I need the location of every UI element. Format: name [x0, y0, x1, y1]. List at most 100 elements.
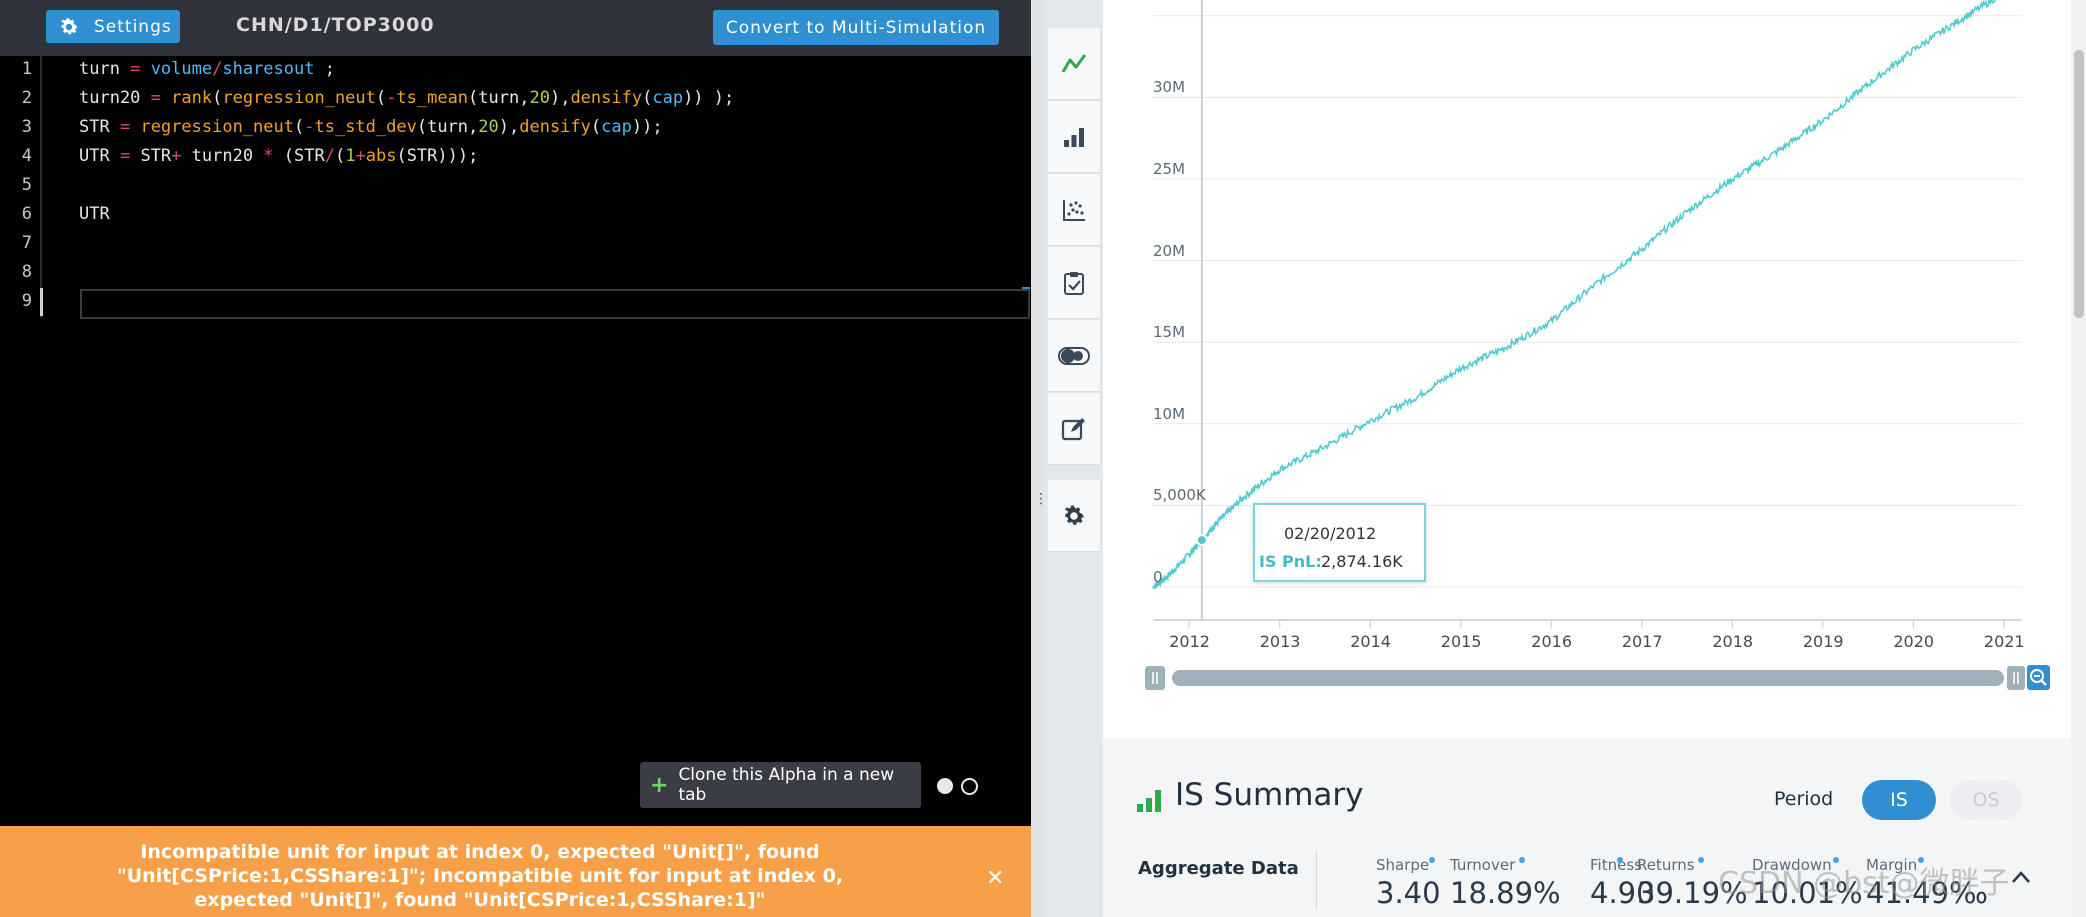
period-os-button[interactable]: OS	[1950, 780, 2022, 820]
y-tick-label: 5,000K	[1153, 486, 1206, 505]
x-tick-label: 2016	[1531, 632, 1572, 651]
period-is-button[interactable]: IS	[1862, 780, 1936, 820]
code-line[interactable]: turn = volume/sharesout ;	[79, 59, 335, 79]
navigator-left-handle	[1145, 666, 1165, 690]
bar-chart-tab[interactable]	[1048, 101, 1100, 173]
code-line[interactable]: turn20 = rank(regression_neut(-ts_mean(t…	[79, 88, 735, 108]
metric-value-drawdown: 10.01%	[1752, 876, 1863, 910]
line-number: 5	[21, 175, 32, 195]
error-banner: Incompatible unit for input at index 0, …	[0, 826, 1031, 917]
info-dot-icon[interactable]	[1698, 857, 1704, 863]
close-icon[interactable]: ✕	[986, 866, 1005, 891]
code-line[interactable]: UTR = STR+ turn20 * (STR/(1+abs(STR)));	[79, 146, 479, 166]
chart-tooltip: 02/20/2012 IS PnL: 2,874.16K	[1253, 503, 1426, 582]
pnl-chart-panel	[1103, 0, 2071, 738]
pnl-chart[interactable]	[1103, 0, 2071, 640]
chevron-up-icon[interactable]	[2010, 866, 2032, 888]
universe-path: CHN/D1/TOP3000	[236, 14, 435, 36]
pnl-chart-tab[interactable]	[1048, 28, 1100, 100]
info-dot-icon[interactable]	[1617, 857, 1623, 863]
line-number: 1	[21, 59, 32, 79]
x-tick-label: 2013	[1259, 632, 1301, 651]
metric-name-drawdown: Drawdown	[1752, 856, 1832, 874]
y-tick-label: 0	[1153, 568, 1163, 586]
line-number: 9	[21, 291, 32, 311]
x-tick-label: 2014	[1350, 632, 1391, 651]
edit-note-icon	[1061, 417, 1085, 440]
series-line-is-pnl	[1152, 0, 1996, 590]
y-tick-label: 20M	[1153, 241, 1186, 260]
tooltip-date: 02/20/2012	[1284, 524, 1377, 543]
range-navigator[interactable]	[1145, 664, 2050, 692]
line-number: 3	[21, 117, 32, 137]
clone-alpha-label: Clone this Alpha in a new tab	[678, 765, 895, 805]
metric-name-sharpe: Sharpe	[1376, 856, 1430, 874]
navigator-track	[1172, 670, 2004, 686]
code-line[interactable]: UTR	[79, 204, 110, 224]
toggle-compare-icon	[1058, 346, 1090, 365]
active-line-highlight[interactable]	[80, 289, 1030, 319]
aggregate-separator	[1316, 850, 1317, 910]
pane-divider[interactable]	[1031, 0, 1045, 917]
x-tick-label: 2020	[1893, 632, 1935, 651]
metric-name-returns: Returns	[1637, 856, 1695, 874]
hover-point-marker	[1195, 534, 1208, 547]
info-dot-icon[interactable]	[1429, 857, 1435, 863]
gutter-divider	[40, 56, 42, 318]
line-number: 2	[21, 88, 32, 108]
y-tick-label: 10M	[1153, 404, 1186, 423]
y-tick-label: 30M	[1153, 78, 1186, 97]
convert-multi-simulation-button[interactable]: Convert to Multi-Simulation	[713, 10, 999, 45]
line-chart-icon	[1061, 53, 1087, 73]
line-number: 6	[21, 204, 32, 224]
aggregate-data-label: Aggregate Data	[1138, 858, 1299, 879]
scatter-chart-icon	[1063, 199, 1085, 221]
metric-name-turnover: Turnover	[1450, 856, 1516, 874]
scatter-chart-tab[interactable]	[1048, 174, 1100, 246]
pager-dot-active[interactable]	[937, 778, 953, 794]
page-scrollbar-thumb[interactable]	[2074, 50, 2084, 318]
bar-summary-icon	[1137, 790, 1161, 812]
summary-panel	[1103, 738, 2071, 917]
drag-handle-icon[interactable]: ⋮	[1034, 491, 1048, 507]
metric-value-turnover: 18.89%	[1450, 876, 1561, 910]
watermark: CSDN @bst@微胖子	[1718, 866, 2010, 901]
info-dot-icon[interactable]	[1918, 857, 1924, 863]
checks-tab[interactable]	[1048, 247, 1100, 319]
bar-chart-icon	[1064, 127, 1084, 147]
compare-tab[interactable]	[1048, 320, 1100, 392]
info-dot-icon[interactable]	[1833, 857, 1839, 863]
chart-settings-tab[interactable]	[1048, 480, 1100, 552]
x-tick-label: 2019	[1802, 632, 1844, 651]
settings-button[interactable]: Settings	[46, 10, 180, 43]
code-line[interactable]: STR = regression_neut(-ts_std_dev(turn,2…	[79, 117, 663, 137]
metric-value-returns: 39.19%	[1637, 876, 1748, 910]
y-tick-label: 25M	[1153, 160, 1186, 178]
settings-label: Settings	[94, 16, 172, 37]
gear-icon	[61, 17, 78, 34]
notes-tab[interactable]	[1048, 393, 1100, 465]
x-tick-label: 2017	[1621, 632, 1663, 651]
line-number: 8	[21, 262, 32, 282]
info-dot-icon[interactable]	[1519, 857, 1525, 863]
active-line-marker	[40, 288, 43, 316]
x-tick-label: 2018	[1712, 632, 1754, 651]
x-tick-label: 2021	[1983, 632, 2025, 651]
metric-value-sharpe: 3.40	[1376, 876, 1441, 910]
clone-alpha-button[interactable]: + Clone this Alpha in a new tab	[640, 762, 921, 808]
metric-name-margin: Margin	[1866, 856, 1918, 874]
x-tick-label: 2015	[1440, 632, 1482, 651]
editor-scroll-marker	[1022, 287, 1030, 289]
y-tick-label: 15M	[1153, 323, 1186, 342]
metric-name-fitness: Fitness	[1590, 856, 1642, 874]
clipboard-check-icon	[1064, 271, 1084, 295]
tooltip-value: 2,874.16K	[1321, 552, 1403, 571]
line-number: 4	[21, 146, 32, 166]
code-editor[interactable]: 1 2 3 4 5 6 7 8 9 turn = volume/sharesou…	[0, 56, 1031, 826]
navigator-right-handle	[2007, 666, 2025, 690]
period-label: Period	[1774, 788, 1834, 810]
pager-dot[interactable]	[961, 778, 978, 795]
tooltip-label: IS PnL:	[1259, 552, 1322, 571]
line-number: 7	[21, 233, 32, 253]
gear-icon	[1064, 505, 1085, 525]
